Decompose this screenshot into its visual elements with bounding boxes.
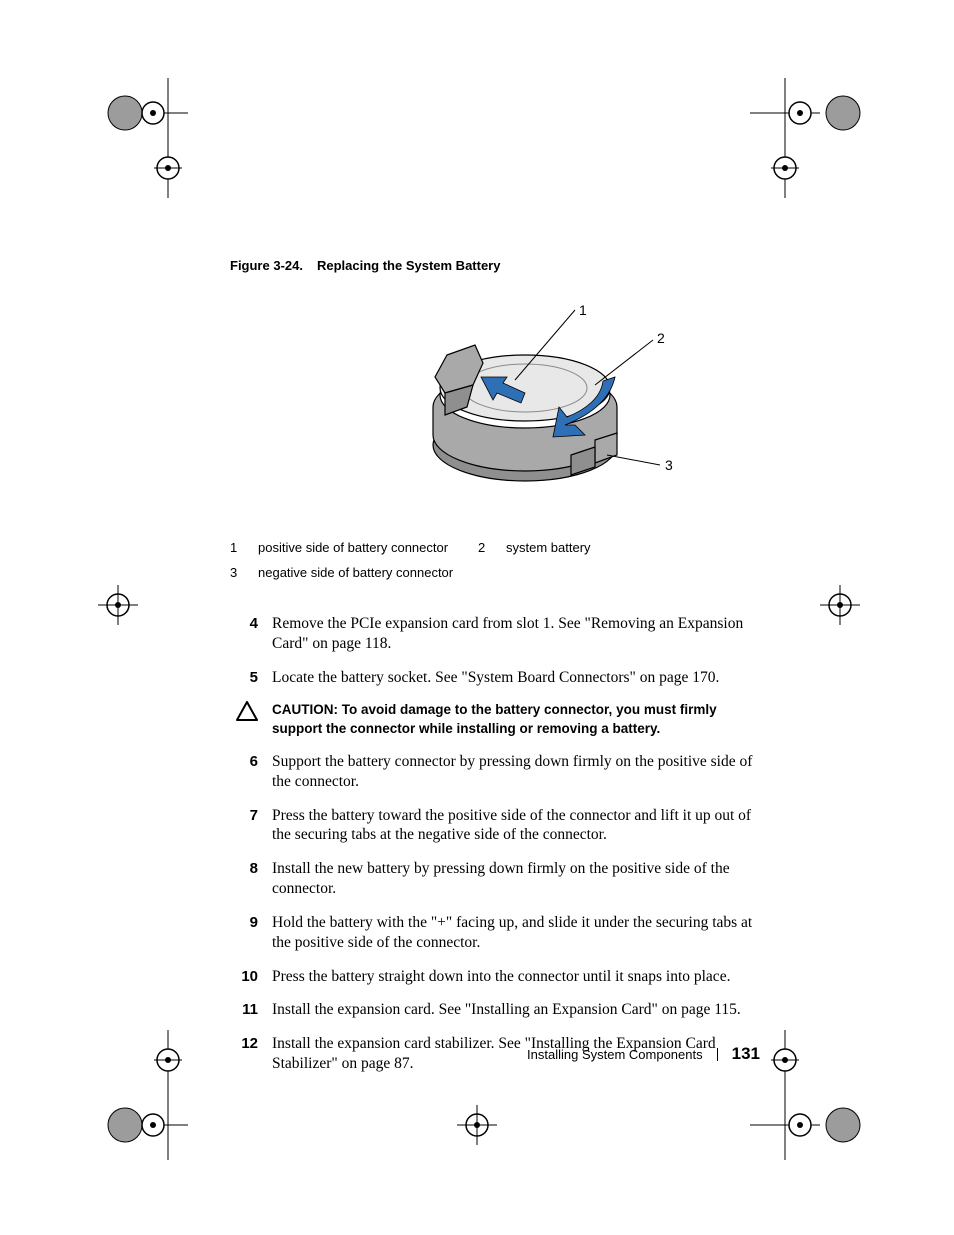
step-number: 5 [230,668,272,688]
step-text: Install the expansion card. See "Install… [272,1000,760,1020]
step-text: Locate the battery socket. See "System B… [272,668,760,688]
caution-lead: CAUTION: [272,702,338,717]
figure-caption: Replacing the System Battery [317,258,501,273]
legend-row: 3 negative side of battery connector [230,565,760,580]
legend-num: 1 [230,540,258,555]
legend-text: system battery [506,540,726,555]
step-item: 9 Hold the battery with the "+" facing u… [230,913,760,953]
step-item: 5 Locate the battery socket. See "System… [230,668,760,688]
legend-num: 3 [230,565,258,580]
figure-illustration: 1 2 3 [230,285,760,510]
legend-num: 2 [478,540,506,555]
figure-title: Figure 3-24. Replacing the System Battery [230,258,760,273]
callout-2: 2 [657,330,665,346]
legend-text: negative side of battery connector [258,565,478,580]
footer-separator [717,1048,718,1061]
figure-legend: 1 positive side of battery connector 2 s… [230,540,760,580]
step-number: 10 [230,967,272,987]
legend-text: positive side of battery connector [258,540,478,555]
page: Figure 3-24. Replacing the System Battery [0,0,954,1235]
step-item: 8 Install the new battery by pressing do… [230,859,760,899]
callout-1: 1 [579,302,587,318]
step-text: Remove the PCIe expansion card from slot… [272,614,760,654]
callout-3: 3 [665,457,673,473]
step-number: 11 [230,1000,272,1020]
footer-page-number: 131 [732,1044,760,1064]
step-number: 7 [230,806,272,846]
step-number: 9 [230,913,272,953]
caution-item: CAUTION: To avoid damage to the battery … [230,701,760,737]
cropmark-top-left [98,78,188,198]
step-item: 7 Press the battery toward the positive … [230,806,760,846]
cropmark-mid-left [88,575,148,635]
step-text: Hold the battery with the "+" facing up,… [272,913,760,953]
cropmark-top-right [750,78,870,198]
step-text: Support the battery connector by pressin… [272,752,760,792]
step-item: 10 Press the battery straight down into … [230,967,760,987]
step-text: Press the battery straight down into the… [272,967,760,987]
legend-row: 1 positive side of battery connector 2 s… [230,540,760,555]
step-text: Install the new battery by pressing down… [272,859,760,899]
cropmark-bottom-left [98,1030,188,1160]
steps-list: 4 Remove the PCIe expansion card from sl… [230,614,760,1074]
step-text: Press the battery toward the positive si… [272,806,760,846]
caution-icon [230,701,272,737]
caution-text: CAUTION: To avoid damage to the battery … [272,701,760,737]
caution-body: To avoid damage to the battery connector… [272,702,717,735]
step-number: 6 [230,752,272,792]
footer-section: Installing System Components [527,1047,703,1062]
content-area: Figure 3-24. Replacing the System Battery [230,258,760,1088]
step-item: 6 Support the battery connector by press… [230,752,760,792]
step-number: 8 [230,859,272,899]
step-item: 11 Install the expansion card. See "Inst… [230,1000,760,1020]
page-footer: Installing System Components 131 [230,1044,760,1064]
cropmark-bottom-center [447,1095,507,1155]
step-number: 4 [230,614,272,654]
cropmark-mid-right [810,575,870,635]
cropmark-bottom-right [750,1030,870,1160]
figure-number: Figure 3-24. [230,258,303,273]
step-item: 4 Remove the PCIe expansion card from sl… [230,614,760,654]
